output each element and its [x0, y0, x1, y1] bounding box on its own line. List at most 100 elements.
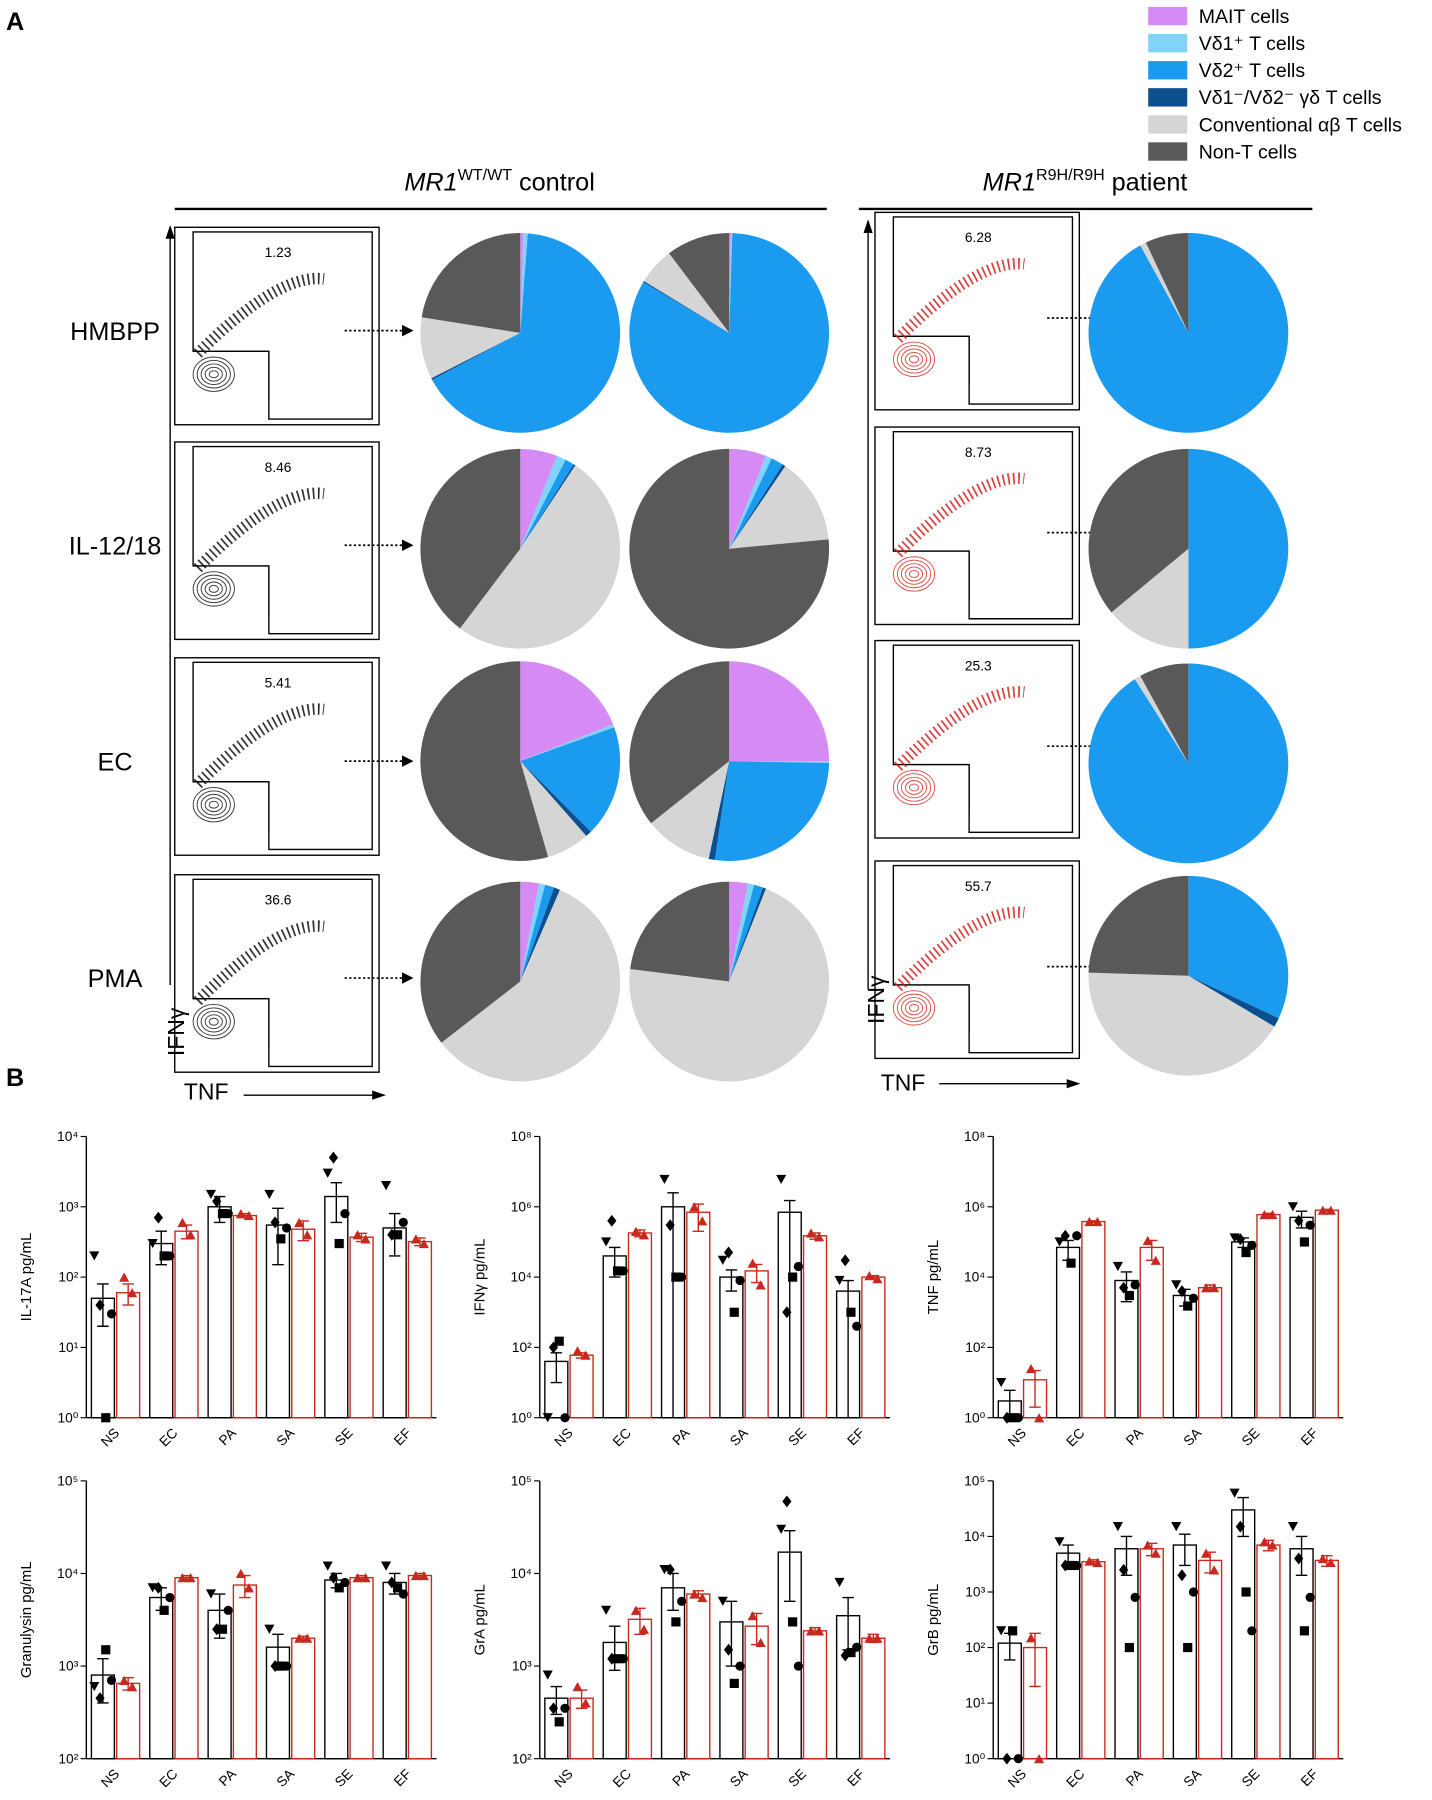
point — [554, 1717, 564, 1727]
y-tick-label: 10⁰ — [511, 1410, 532, 1425]
arrow-head — [165, 225, 175, 239]
point — [1201, 1283, 1212, 1293]
point — [1294, 1214, 1304, 1227]
point — [793, 1661, 803, 1671]
point — [1054, 1537, 1065, 1547]
point — [1247, 1626, 1257, 1636]
x-tick-label: NS — [552, 1766, 576, 1790]
x-tick-label: SE — [1239, 1425, 1263, 1449]
error-bar — [550, 1352, 563, 1384]
bar — [686, 1211, 711, 1419]
error-bar — [784, 1199, 796, 1419]
point — [717, 1596, 728, 1606]
bar — [1081, 1220, 1106, 1419]
point — [294, 1633, 305, 1643]
gate — [893, 335, 970, 385]
y-tick-label: 10⁴ — [964, 1529, 985, 1544]
point — [243, 1210, 254, 1221]
x-tick-label: NS — [552, 1425, 576, 1449]
pie-slice — [520, 761, 591, 837]
point — [665, 1219, 675, 1232]
x-tick-label: PA — [216, 1425, 239, 1448]
point — [755, 1637, 766, 1648]
point — [1002, 1752, 1012, 1765]
point — [159, 1605, 169, 1615]
pie-slice — [629, 448, 830, 649]
y-axis-label: GrB pg/mL — [925, 1584, 942, 1656]
contour — [896, 345, 932, 374]
pie-slice — [420, 881, 521, 1043]
bar — [174, 1577, 199, 1760]
point — [1054, 1237, 1065, 1247]
point — [996, 1377, 1007, 1388]
bar — [602, 1255, 627, 1419]
bar — [627, 1232, 653, 1419]
y-tick-label: 10² — [512, 1340, 532, 1355]
point — [398, 1589, 408, 1599]
x-tick-label: EF — [1298, 1425, 1321, 1448]
y-tick-label: 10³ — [965, 1585, 985, 1600]
pie-slice — [420, 661, 549, 861]
contour — [208, 370, 219, 379]
x-tick-label: EF — [1298, 1766, 1321, 1789]
legend-label: Vδ1⁻/Vδ2⁻ γδ T cells — [1199, 87, 1382, 109]
pie-slice — [520, 881, 539, 982]
pie-slice — [729, 448, 766, 549]
bar — [174, 1230, 199, 1419]
point — [1171, 1280, 1182, 1290]
gene: MR1 — [983, 169, 1036, 197]
pie-slice — [729, 884, 764, 982]
point — [410, 1234, 421, 1244]
point — [846, 1647, 856, 1658]
arrow-head — [372, 1090, 386, 1100]
y-tick-label: 10⁴ — [964, 1270, 985, 1285]
legend-swatch — [1148, 6, 1188, 26]
x-tick-label: SE — [785, 1425, 809, 1449]
x-tick-label: SA — [727, 1425, 751, 1449]
pie-slice — [729, 881, 748, 982]
point — [1201, 1548, 1212, 1558]
point — [677, 1596, 687, 1606]
point — [659, 1565, 670, 1575]
x-tick-label: SA — [727, 1766, 751, 1790]
pie-slice — [629, 661, 730, 824]
bar — [1256, 1213, 1281, 1419]
point — [217, 1624, 228, 1634]
bar — [115, 1682, 141, 1760]
flow-box — [174, 226, 380, 426]
point — [165, 1251, 175, 1261]
x-tick-label: SA — [1181, 1766, 1205, 1790]
pie-slice — [441, 889, 621, 1082]
bar — [1139, 1548, 1164, 1760]
point — [747, 1611, 758, 1621]
x-tick-label: PA — [1123, 1766, 1146, 1789]
pie-slice — [520, 459, 574, 549]
error-bar — [330, 1182, 343, 1224]
point — [205, 1589, 217, 1599]
error-bar — [272, 1633, 284, 1667]
error-bar — [725, 1600, 738, 1667]
pie-slice — [520, 455, 566, 549]
point — [185, 1573, 196, 1583]
bar — [569, 1354, 594, 1419]
y-tick-label: 10⁴ — [511, 1270, 532, 1285]
pie-slice — [729, 883, 755, 982]
x-tick-label: NS — [98, 1425, 122, 1449]
point — [1150, 1255, 1161, 1265]
bar — [660, 1587, 686, 1760]
y-tick-label: 10⁵ — [57, 1473, 78, 1488]
x-tick-label: PA — [670, 1425, 693, 1448]
pie-slice — [520, 883, 546, 982]
pie-slice — [1088, 875, 1189, 976]
dot-cloud — [893, 686, 1025, 771]
pie-slice — [729, 887, 766, 982]
point — [1150, 1548, 1161, 1558]
point — [805, 1228, 817, 1238]
point — [101, 1413, 111, 1423]
point — [630, 1605, 641, 1615]
y-tick-label: 10⁸ — [964, 1129, 985, 1144]
contour — [904, 780, 924, 795]
point — [1183, 1642, 1193, 1653]
contour — [900, 997, 928, 1019]
